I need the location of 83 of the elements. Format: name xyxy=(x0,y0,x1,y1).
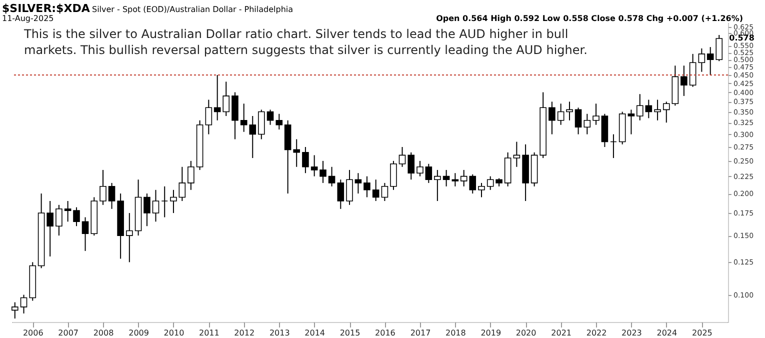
candlestick xyxy=(258,109,265,140)
candlestick xyxy=(610,134,617,159)
candlestick xyxy=(73,206,80,227)
candlestick xyxy=(222,81,230,116)
candlestick xyxy=(390,160,397,190)
candlestick xyxy=(557,103,564,126)
x-tick-label: 2006 xyxy=(22,328,44,338)
candlestick xyxy=(442,169,450,187)
candlestick xyxy=(645,99,652,119)
candlestick xyxy=(276,113,283,130)
candlestick xyxy=(328,166,336,187)
x-tick-label: 2012 xyxy=(234,328,255,338)
candlestick xyxy=(574,107,582,135)
chart-subtitle: Silver - Spot (EOD)/Australian Dollar - Philadelphia xyxy=(92,5,294,14)
x-tick-label: 2022 xyxy=(586,328,607,338)
candlestick xyxy=(100,169,106,206)
candlestick xyxy=(592,103,600,126)
chart-title: $SILVER:$XDA xyxy=(2,2,90,15)
candlestick xyxy=(680,65,688,96)
candlestick xyxy=(434,169,441,202)
x-tick-label: 2020 xyxy=(516,328,536,338)
annotation: This is the silver to Australian Dollar ratio chart. Silver tends to lead the AUD higher in bull markets. This bullish reversal pattern suggests that silver is currently leading the AUD higher. xyxy=(23,27,588,57)
x-tick-label: 2016 xyxy=(375,328,396,338)
candlestick xyxy=(126,212,133,263)
candlestick xyxy=(337,179,344,210)
candlestick xyxy=(364,176,370,198)
candlestick xyxy=(346,169,353,206)
annotation: 11-Aug-2025 xyxy=(2,14,54,23)
candlestick xyxy=(205,99,212,135)
candlestick xyxy=(398,146,406,168)
candlestick xyxy=(144,193,150,227)
candlestick xyxy=(310,154,318,177)
x-tick-label: 2014 xyxy=(304,328,326,338)
x-tick-label: 2009 xyxy=(128,328,149,338)
candlestick xyxy=(161,186,168,218)
x-tick-label: 2015 xyxy=(340,328,360,338)
x-tick-label: 2007 xyxy=(58,328,78,338)
candlestick xyxy=(56,204,62,236)
candlestick xyxy=(662,101,670,124)
x-tick-label: 2008 xyxy=(93,328,114,338)
candlestick xyxy=(628,109,635,135)
candlestick xyxy=(372,179,380,202)
candlestick xyxy=(548,101,556,135)
candlestick xyxy=(416,160,424,177)
candlestick xyxy=(689,53,696,88)
annotation: Open 0.564 High 0.592 Low 0.558 Close 0.578 Chg +0.007 (+1.26%) xyxy=(436,14,743,23)
x-tick-label: 2017 xyxy=(410,328,431,338)
x-tick-label: 2018 xyxy=(445,328,466,338)
candlestick xyxy=(178,166,186,202)
candlestick xyxy=(654,99,661,121)
x-tick-label: 2024 xyxy=(656,328,678,338)
candlestick xyxy=(266,109,274,126)
candlestick xyxy=(20,294,28,314)
candlestick xyxy=(425,163,432,184)
candlestick xyxy=(188,160,194,190)
x-tick-label: 2019 xyxy=(480,328,502,338)
x-tick-label: 2013 xyxy=(269,328,290,338)
x-tick-label: 2025 xyxy=(692,328,712,338)
candlestick xyxy=(64,200,72,222)
candlestick xyxy=(478,182,485,198)
candlestick xyxy=(566,101,573,121)
candlestick xyxy=(636,94,644,121)
candlestick xyxy=(408,152,415,180)
candlestick xyxy=(108,182,116,210)
candlestick xyxy=(381,182,388,202)
candlestick xyxy=(82,216,89,252)
candlestick xyxy=(354,172,362,194)
x-tick-label: 2023 xyxy=(622,328,642,338)
candlestick xyxy=(698,48,706,72)
candlestick xyxy=(170,189,177,214)
candlestick xyxy=(320,160,326,184)
candlestick xyxy=(302,146,309,174)
candlestick xyxy=(513,141,520,168)
candlestick xyxy=(11,302,18,320)
x-tick-label: 2010 xyxy=(164,328,184,338)
candlestick xyxy=(452,172,459,187)
x-tick-label: 2021 xyxy=(551,328,572,338)
candlestick xyxy=(584,113,591,135)
candlestick xyxy=(152,189,160,222)
x-tick-label: 2011 xyxy=(198,328,220,338)
candlestick xyxy=(46,200,54,257)
candlestick xyxy=(293,138,300,168)
candlestick xyxy=(214,74,221,121)
